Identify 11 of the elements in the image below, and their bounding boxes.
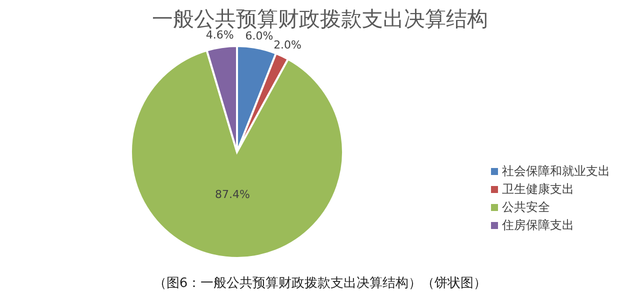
text: （图6：一般公共预算财政拨款支出决算结构）（饼状图） [153,276,487,291]
data-label: 87.4% [215,188,250,202]
legend-label: 卫生健康支出 [502,182,574,196]
data-label: 6.0% [245,29,274,42]
data-label: 2.0% [274,38,302,52]
data-label: 4.6% [206,28,234,42]
legend-label: 住房保障支出 [501,218,574,232]
chart-title: 一般公共预算财政拨款支出决算结构 [152,7,488,31]
legend-label: 社会保障和就业支出 [502,164,610,178]
pie-slice [130,49,344,259]
legend-label: 公共安全 [502,200,550,214]
